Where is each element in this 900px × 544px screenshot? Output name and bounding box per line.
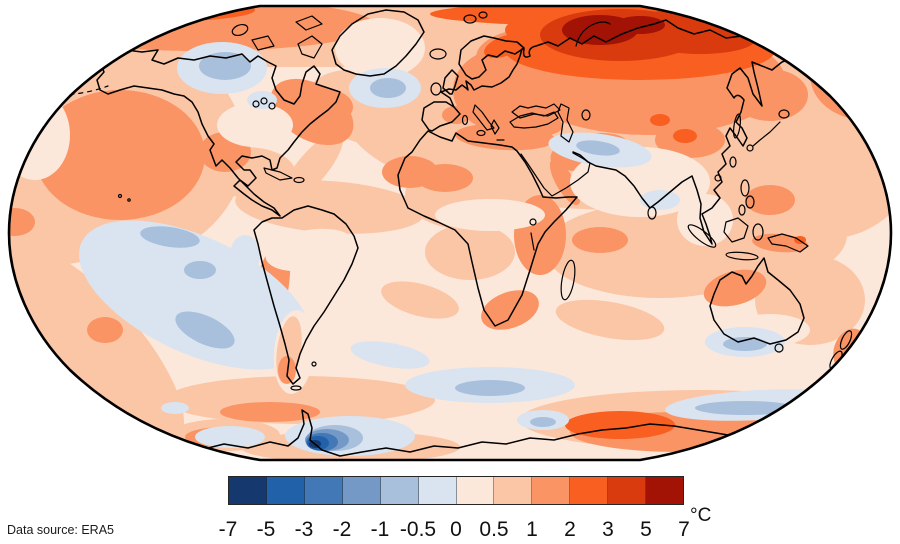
coastline-japan [746, 109, 790, 152]
coastline-arctic-islands [251, 15, 323, 59]
coastline-sri-lanka [647, 206, 657, 220]
coastline-arabia [520, 152, 591, 197]
coastline-sulawesi [752, 223, 764, 241]
colorbar-unit-label: °C [690, 505, 712, 526]
coastline-sakhalin [732, 113, 742, 139]
colorbar-segment [418, 477, 457, 504]
projection-outline [7, 4, 893, 462]
colorbar-tick: -7 [218, 518, 238, 541]
colorbar-tick: -2 [332, 518, 352, 541]
world-map [7, 4, 893, 462]
colorbar-tick: -3 [294, 518, 314, 541]
coastline-cuba [263, 167, 293, 181]
coastline-svalbard [463, 11, 488, 24]
coastline-turkey [509, 111, 559, 129]
colorbar-segment [380, 477, 419, 504]
coastline-hainan [714, 174, 722, 182]
anomaly-regions-patagonia [273, 310, 315, 394]
colorbar-segment [304, 477, 343, 504]
coastline-tasmania [774, 343, 784, 353]
coastline-antarctica [151, 409, 841, 457]
coastline-madagascar [560, 259, 576, 301]
coastline-tierra-del-fuego [290, 385, 302, 391]
coastline-south-america [253, 205, 359, 385]
colorbar-segment [570, 477, 609, 504]
coastline-sicily [476, 129, 486, 137]
colorbar-tick: 1 [526, 518, 538, 541]
coastline-black-sea [511, 103, 561, 119]
coastline-great-lakes [252, 97, 276, 110]
coastline-philippines [738, 179, 755, 216]
coastline-aral-sea [581, 109, 591, 121]
colorbar-segment [608, 477, 647, 504]
anomaly-regions-hot-5-7 [562, 15, 665, 45]
coastline-greece [490, 119, 505, 141]
coastline-hawaii [117, 193, 131, 202]
colorbar-tick: -1 [370, 518, 390, 541]
coastline-asia-north-east [522, 19, 794, 245]
colorbar-segment [266, 477, 305, 504]
coastline-uk [442, 69, 459, 95]
coastline-greenland [331, 9, 425, 77]
coastline-taiwan [729, 156, 737, 168]
coastline-scandinavia [458, 35, 525, 80]
coastline-west-europe [440, 48, 523, 108]
coastline-africa-lakes [529, 218, 537, 251]
coastline-iceland [429, 48, 447, 60]
colorbar-segment [229, 477, 267, 504]
coastline-caspian-sea [557, 103, 574, 143]
coastline-hispaniola [293, 176, 305, 184]
colorbar-tick: 2 [564, 518, 576, 541]
coastline-italy [472, 104, 495, 131]
coastline-borneo [723, 217, 749, 243]
colorbar-tick: 7 [678, 518, 690, 541]
colorbar-tick-labels: -7 -5 -3 -2 -1 -0.5 0 0.5 1 2 3 5 7 [219, 518, 690, 542]
coastline-novaya-zemlya [575, 21, 611, 47]
coastlines [24, 9, 853, 457]
temperature-anomaly-field [9, 6, 891, 460]
colorbar-tick: 0 [450, 518, 462, 541]
coastline-banks-island [231, 23, 249, 37]
colorbar-tick: 3 [602, 518, 614, 541]
coastline-sumatra [687, 224, 717, 248]
colorbar-segment [646, 477, 684, 504]
coastline-africa [397, 130, 578, 327]
colorbar-segment [494, 477, 533, 504]
colorbar [228, 476, 684, 505]
colorbar-tick: 0.5 [479, 518, 509, 541]
coastline-new-guinea [767, 233, 809, 253]
coastline-falklands [311, 361, 317, 367]
colorbar-tick: -0.5 [399, 518, 437, 541]
colorbar-tick: -5 [256, 518, 276, 541]
coastline-australia [709, 257, 805, 345]
colorbar-segment [456, 477, 495, 504]
colorbar-tick: 5 [640, 518, 652, 541]
colorbar-segment [342, 477, 381, 504]
coastline-sardinia [461, 114, 469, 126]
colorbar-segment [532, 477, 571, 504]
coastline-ireland [430, 82, 442, 96]
coastline-java [725, 251, 759, 261]
anomaly-regions-cold [140, 52, 795, 451]
data-source-label: Data source: ERA5 [7, 523, 114, 537]
coastline-north-america [96, 49, 341, 217]
